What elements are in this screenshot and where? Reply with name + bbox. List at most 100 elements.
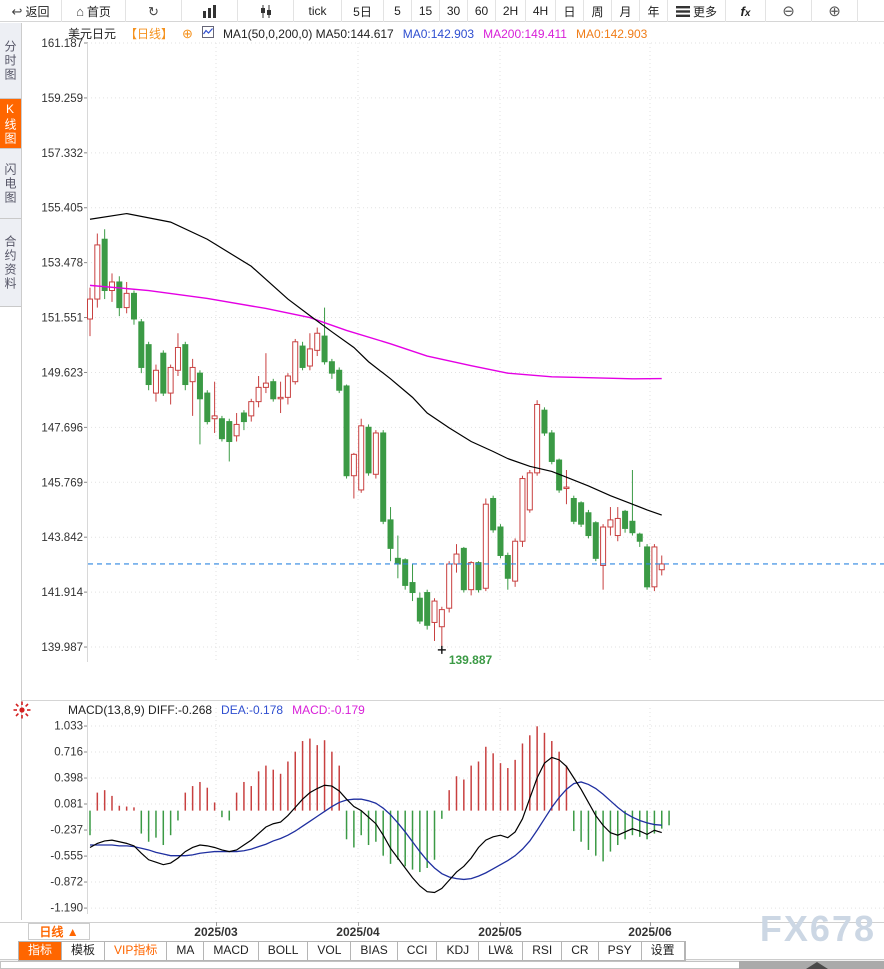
toolbar-formula-button[interactable]: fx xyxy=(726,0,766,22)
toolbar-month-button[interactable]: 月 xyxy=(612,0,640,22)
toolbar-label: 5 xyxy=(394,4,401,18)
svg-text:0.398: 0.398 xyxy=(54,773,83,785)
toolbar-label: 周 xyxy=(591,4,604,19)
tab-9[interactable]: CCI xyxy=(398,942,438,960)
tab-13[interactable]: CR xyxy=(562,942,599,960)
toolbar-label: 月 xyxy=(619,4,632,19)
svg-text:149.623: 149.623 xyxy=(41,367,83,379)
svg-text:-0.872: -0.872 xyxy=(50,877,83,889)
ma-params: MA1(50,0,200,0) MA50:144.617 xyxy=(222,26,394,41)
tab-15[interactable]: 设置 xyxy=(642,942,685,960)
svg-text:147.696: 147.696 xyxy=(41,422,83,434)
svg-text:0.081: 0.081 xyxy=(54,799,83,811)
sidebar-item-2[interactable]: K线图 xyxy=(0,99,21,149)
bar-chart-icon xyxy=(202,4,218,18)
macd-chart: 1.033 0.716 0.398 0.081 -0.237 -0.555 -0.872 -1… xyxy=(22,700,884,915)
x-axis-tick xyxy=(216,922,217,926)
toolbar-zoom-in-button[interactable]: ⊕ xyxy=(812,0,858,22)
symbol-name: 美元日元 xyxy=(68,27,117,41)
sidebar-item-1[interactable]: 分时图 xyxy=(0,23,21,99)
zoom-in-icon: ⊕ xyxy=(828,3,841,20)
toolbar-label: 更多 xyxy=(692,4,717,19)
tab-14[interactable]: PSY xyxy=(599,942,642,960)
macd-header: MACD(13,8,9) DIFF:-0.268 DEA:-0.178 MACD… xyxy=(68,703,365,717)
add-indicator-icon[interactable]: ⊕ xyxy=(182,25,193,41)
low-price-annotation: 139.887 xyxy=(449,653,493,667)
svg-text:1.033: 1.033 xyxy=(54,721,83,733)
svg-text:-0.237: -0.237 xyxy=(50,825,83,837)
tab-5[interactable]: MACD xyxy=(204,942,259,960)
toolbar-back-button[interactable]: ↩ 返回 xyxy=(0,0,62,22)
sidebar-item-3[interactable]: 闪电图 xyxy=(0,149,21,219)
toolbar-label: 首页 xyxy=(86,4,111,19)
svg-text:155.405: 155.405 xyxy=(41,203,83,215)
toolbar-5d-button[interactable]: 5日 xyxy=(342,0,384,22)
fx-icon: fx xyxy=(740,3,751,19)
ma0-blue-value: MA0:142.903 xyxy=(402,26,475,41)
svg-text:145.769: 145.769 xyxy=(41,477,83,489)
toolbar-label: 15 xyxy=(418,4,433,18)
macd-value: MACD:-0.179 xyxy=(292,703,365,717)
svg-text:153.478: 153.478 xyxy=(41,258,83,270)
toolbar-candlestick-button[interactable] xyxy=(238,0,294,22)
sidebar-item-4[interactable]: 合约资料 xyxy=(0,219,21,307)
x-axis-label: 2025/06 xyxy=(628,925,672,939)
svg-text:0.716: 0.716 xyxy=(54,746,83,758)
toolbar-tick-button[interactable]: tick xyxy=(294,0,342,22)
svg-text:-1.190: -1.190 xyxy=(50,903,83,915)
macd-params-diff: MACD(13,8,9) DIFF:-0.268 xyxy=(68,703,213,717)
tab-6[interactable]: BOLL xyxy=(259,942,309,960)
zoom-out-icon: ⊖ xyxy=(782,3,795,20)
x-axis-label: 2025/03 xyxy=(194,925,238,939)
toolbar-more-button[interactable]: 更多 xyxy=(668,0,726,22)
tab-1[interactable]: 指标 xyxy=(19,942,63,960)
tab-4[interactable]: MA xyxy=(167,942,205,960)
toolbar-4h-button[interactable]: 4H xyxy=(526,0,556,22)
toolbar-label: 日 xyxy=(563,4,576,19)
toolbar-15m-button[interactable]: 15 xyxy=(412,0,440,22)
svg-text:159.259: 159.259 xyxy=(41,93,83,105)
ma0-orange-value: MA0:142.903 xyxy=(575,26,648,41)
svg-text:151.551: 151.551 xyxy=(41,313,83,325)
toolbar-2h-button[interactable]: 2H xyxy=(496,0,526,22)
toolbar-week-button[interactable]: 周 xyxy=(584,0,612,22)
tab-11[interactable]: LW& xyxy=(479,942,524,960)
tab-3[interactable]: VIP指标 xyxy=(105,942,168,960)
panel-expand-arrow[interactable] xyxy=(806,962,828,969)
indicator-sun-icon[interactable] xyxy=(12,700,32,725)
svg-text:143.842: 143.842 xyxy=(41,532,83,544)
toolbar-5m-button[interactable]: 5 xyxy=(384,0,412,22)
toolbar-60m-button[interactable]: 60 xyxy=(468,0,496,22)
x-axis-label: 2025/05 xyxy=(478,925,522,939)
toolbar-zoom-out-button[interactable]: ⊖ xyxy=(766,0,812,22)
toolbar-label: 30 xyxy=(446,4,461,18)
watermark: FX678 xyxy=(759,908,876,949)
tab-7[interactable]: VOL xyxy=(308,942,352,960)
top-toolbar: ↩ 返回 ⌂ 首页 ↻ tick 5日 5 15 30 60 2H 4H 日周月年 更多 fx ⊖ ⊕ xyxy=(0,0,884,22)
toolbar-day-button[interactable]: 日 xyxy=(556,0,584,22)
x-axis-label: 2025/04 xyxy=(336,925,380,939)
toolbar-bar-chart-button[interactable] xyxy=(182,0,238,22)
menu-icon xyxy=(675,5,690,17)
refresh-icon: ↻ xyxy=(148,3,159,19)
timeframe-selector[interactable]: 日线 ▲ xyxy=(28,923,90,940)
macd-dea-value: DEA:-0.178 xyxy=(221,703,284,717)
mini-chart-icon xyxy=(201,26,214,41)
x-axis-tick xyxy=(500,922,501,926)
x-axis-divider xyxy=(0,922,884,923)
svg-text:-0.555: -0.555 xyxy=(50,851,83,863)
period-tag: 【日线】 xyxy=(125,27,174,41)
toolbar-home-button[interactable]: ⌂ 首页 xyxy=(62,0,126,22)
svg-text:157.332: 157.332 xyxy=(41,148,83,160)
toolbar-label: 60 xyxy=(474,4,489,18)
x-axis-tick xyxy=(650,922,651,926)
toolbar-refresh-button[interactable]: ↻ xyxy=(126,0,182,22)
back-arrow-icon: ↩ xyxy=(11,3,23,19)
toolbar-30m-button[interactable]: 30 xyxy=(440,0,468,22)
tab-2[interactable]: 模板 xyxy=(62,942,106,960)
tab-12[interactable]: RSI xyxy=(523,942,563,960)
toolbar-year-button[interactable]: 年 xyxy=(640,0,668,22)
tab-10[interactable]: KDJ xyxy=(437,942,480,960)
tab-8[interactable]: BIAS xyxy=(351,942,398,960)
